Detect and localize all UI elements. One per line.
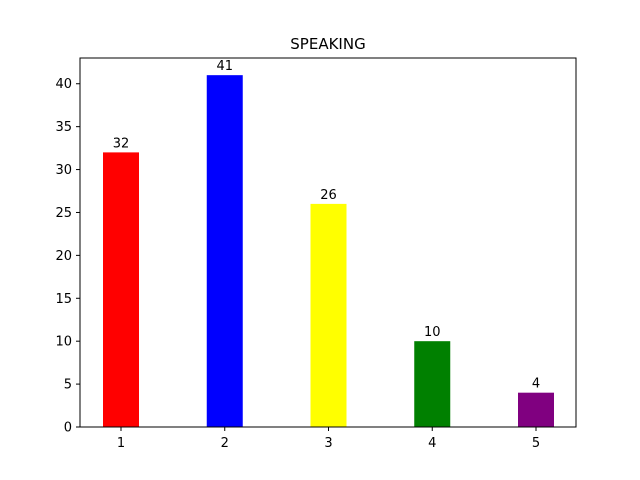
plot-frame <box>79 57 577 428</box>
y-tick-label-15: 15 <box>55 292 72 307</box>
bar-3 <box>310 203 347 427</box>
chart-title: SPEAKING <box>290 35 365 53</box>
data-label-2: 41 <box>216 59 233 74</box>
y-tick-label-0: 0 <box>64 421 72 436</box>
y-tick-label-25: 25 <box>55 206 72 221</box>
y-tick-label-30: 30 <box>55 163 72 178</box>
y-tick-label-10: 10 <box>55 335 72 350</box>
bar-4 <box>414 341 451 427</box>
bar-2 <box>206 75 243 428</box>
bars-group <box>103 75 554 428</box>
data-label-4: 10 <box>424 325 441 340</box>
y-tick-label-35: 35 <box>55 120 72 135</box>
y-tick-label-20: 20 <box>55 249 72 264</box>
bar-1 <box>103 152 139 427</box>
data-label-3: 26 <box>320 188 337 203</box>
x-axis: 1 2 3 4 5 <box>117 427 540 451</box>
x-tick-label-2: 2 <box>221 436 229 451</box>
y-axis: 0 5 10 15 20 25 30 35 40 <box>55 77 80 436</box>
x-tick-label-1: 1 <box>117 436 125 451</box>
y-tick-label-5: 5 <box>64 378 72 393</box>
data-label-1: 32 <box>113 136 130 151</box>
x-tick-label-4: 4 <box>428 436 436 451</box>
y-tick-label-40: 40 <box>55 77 72 92</box>
data-label-5: 4 <box>532 377 540 392</box>
x-tick-label-5: 5 <box>532 436 540 451</box>
data-labels-group: 32 41 26 10 4 <box>113 59 540 392</box>
x-tick-label-3: 3 <box>324 436 332 451</box>
bar-5 <box>518 392 554 427</box>
